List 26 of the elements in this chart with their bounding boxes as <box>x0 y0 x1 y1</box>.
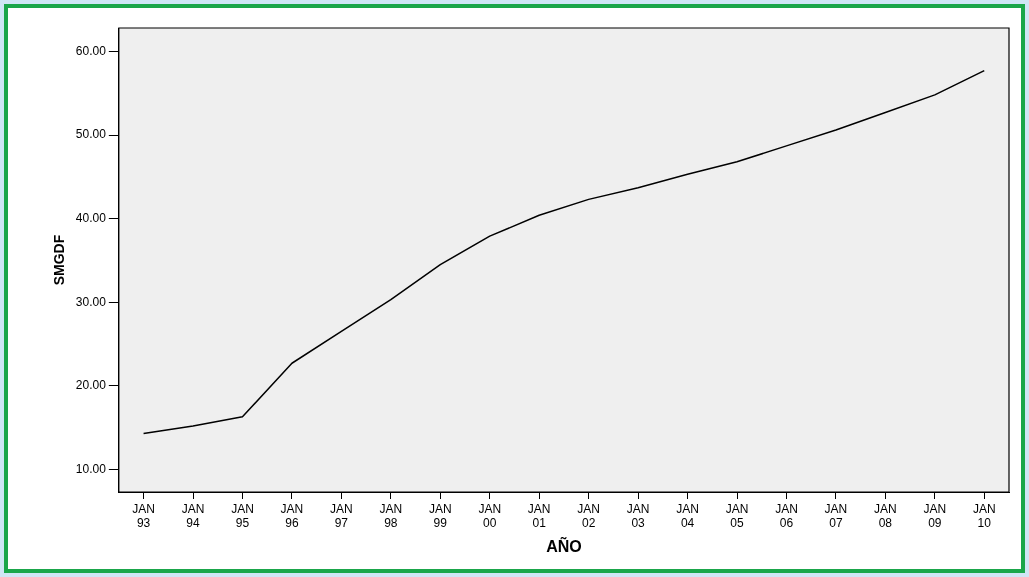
x-tick-label: JAN 98 <box>379 501 403 530</box>
x-tick-label: JAN 03 <box>626 501 650 530</box>
y-tick-label: 10.00 <box>75 461 107 476</box>
x-tick-label: JAN 96 <box>280 501 304 530</box>
x-tick-label: JAN 95 <box>231 501 254 530</box>
x-axis-title: AÑO <box>546 535 582 555</box>
x-tick-label: JAN 94 <box>181 501 205 530</box>
x-tick-label: JAN 08 <box>874 501 897 530</box>
x-tick-label: JAN 04 <box>676 501 699 530</box>
x-tick-label: JAN 99 <box>428 501 452 530</box>
y-tick-label: 60.00 <box>75 43 107 58</box>
x-tick-label: JAN 01 <box>527 501 551 530</box>
y-tick-label: 30.00 <box>75 294 107 309</box>
x-tick-label: JAN 06 <box>775 501 798 530</box>
y-tick-label: 20.00 <box>75 378 107 393</box>
y-tick-label: 50.00 <box>75 127 107 142</box>
x-tick-label: JAN 00 <box>478 501 502 530</box>
y-axis-title: SMGDF <box>51 234 68 286</box>
x-tick-label: JAN 09 <box>923 501 947 530</box>
x-tick-label: JAN 02 <box>577 501 600 530</box>
x-tick-label: JAN 05 <box>725 501 749 530</box>
y-tick-label: 40.00 <box>75 210 107 225</box>
x-tick-label: JAN 93 <box>132 501 155 530</box>
x-tick-label: JAN 10 <box>972 501 996 530</box>
x-tick-label: JAN 07 <box>824 501 848 530</box>
x-tick-label: JAN 97 <box>330 501 353 530</box>
